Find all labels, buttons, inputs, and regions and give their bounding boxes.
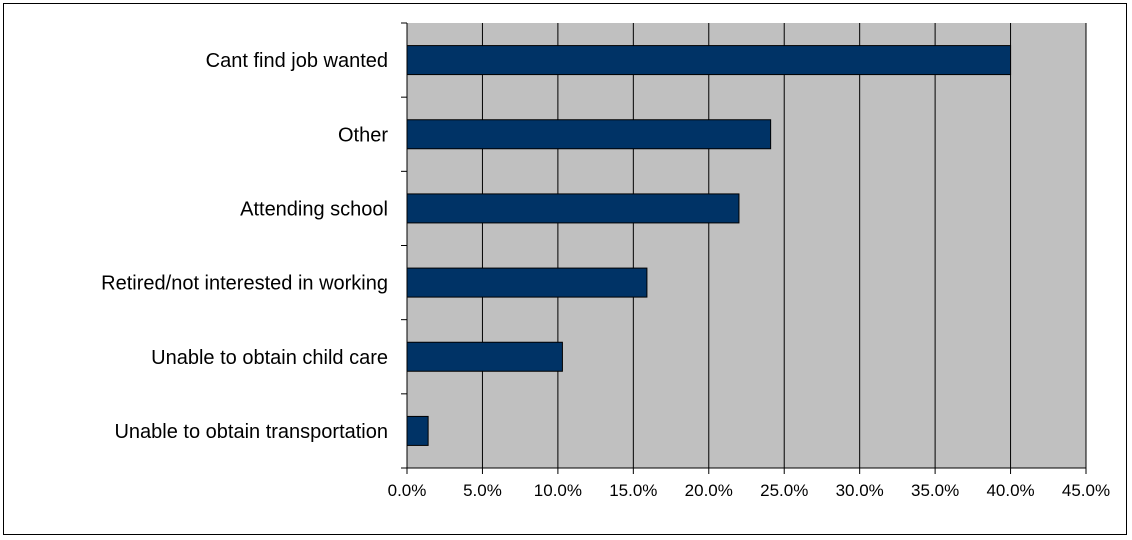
x-tick-label: 25.0% [760,481,808,500]
bars [406,45,1012,446]
bar [406,119,772,150]
x-tick-label: 45.0% [1062,481,1110,500]
bar [406,341,563,372]
x-tick-label: 0.0% [388,481,427,500]
bar [406,415,429,446]
x-tick-label: 15.0% [609,481,657,500]
x-tick-label: 35.0% [911,481,959,500]
category-label: Unable to obtain child care [151,347,388,369]
bar [406,45,1012,76]
category-label: Attending school [240,198,388,220]
x-tick-label: 10.0% [534,481,582,500]
x-tick-label: 5.0% [463,481,502,500]
category-labels: Cant find job wanted Other Attending schoo… [101,50,388,443]
x-tick-label: 30.0% [836,481,884,500]
x-tick-label: 20.0% [685,481,733,500]
bar [406,267,648,298]
category-label: Other [338,124,388,146]
x-tick-label: 40.0% [986,481,1034,500]
plot-area [407,23,1086,468]
bar [406,193,740,224]
axes [401,22,1087,474]
category-label: Unable to obtain transportation [114,421,388,443]
gridlines [481,23,1087,468]
category-label: Retired/not interested in working [101,273,388,295]
category-label: Cant find job wanted [206,50,388,72]
x-tick-labels: 0.0% 5.0% 10.0% 15.0% 20.0% 25.0% 30.0% 35.0% 40… [388,481,1110,500]
